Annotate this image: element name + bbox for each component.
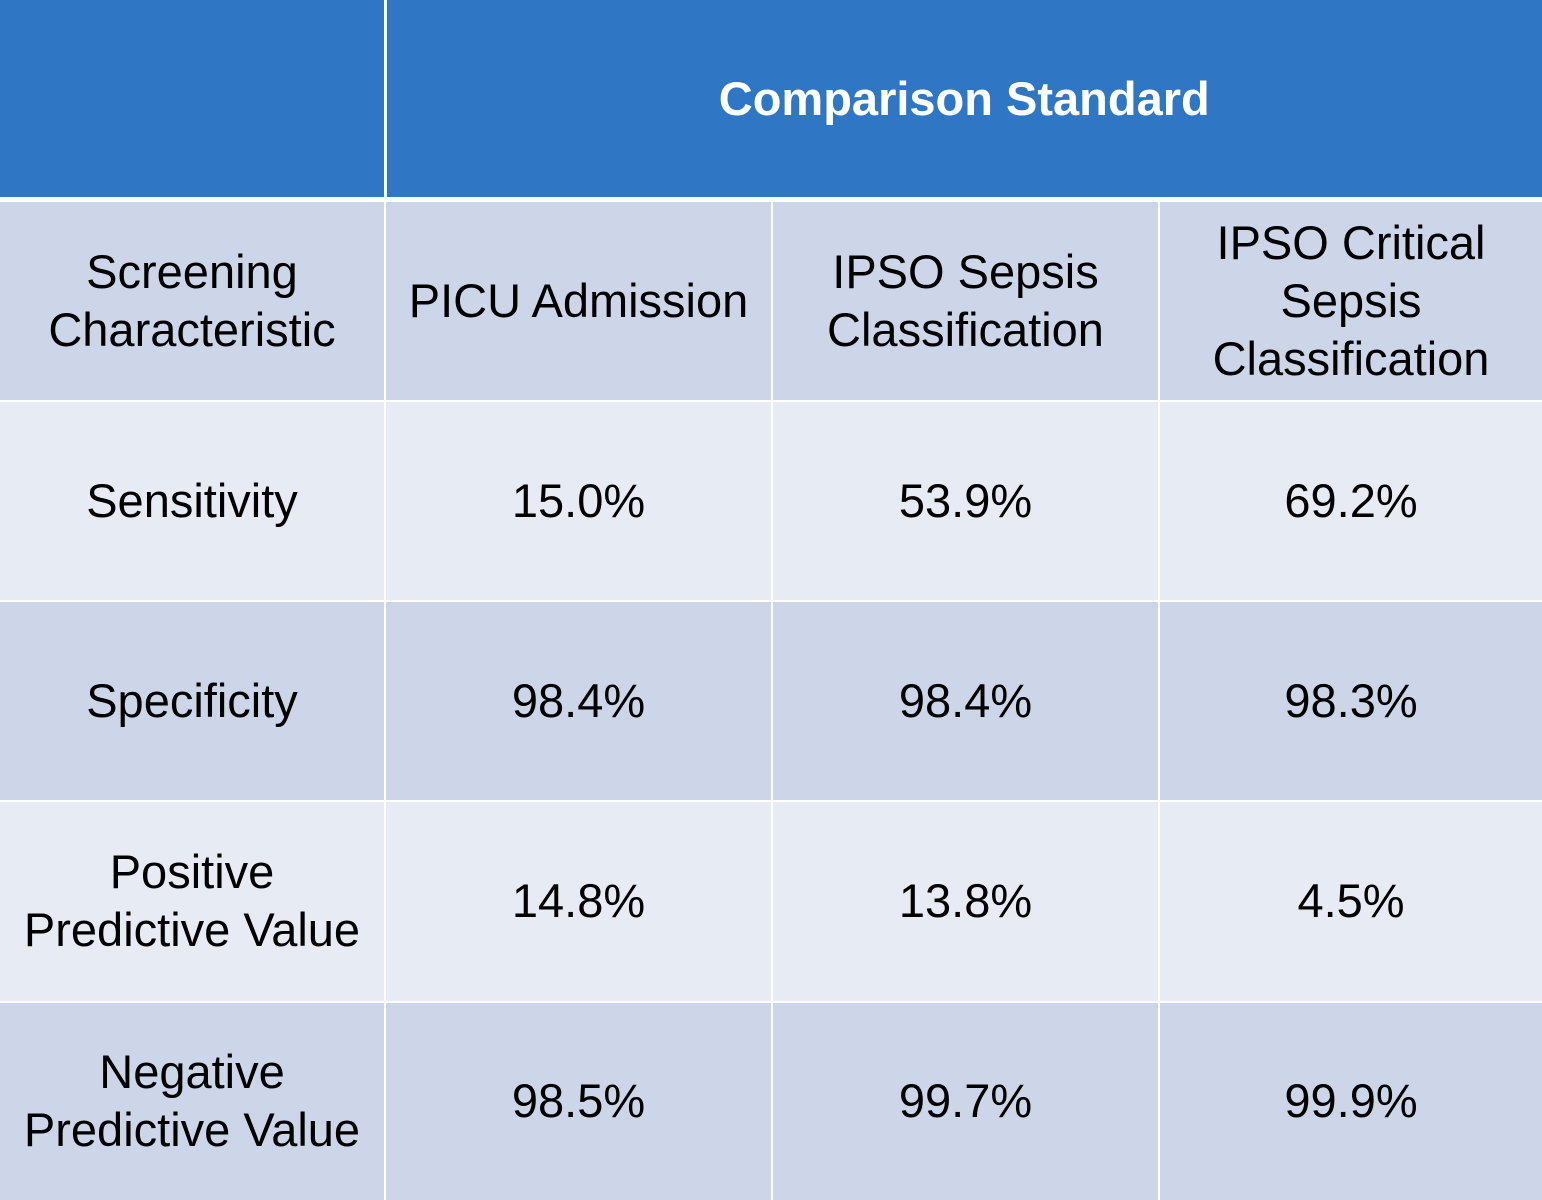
- table-row: Positive Predictive Value 14.8% 13.8% 4.…: [0, 800, 1542, 1003]
- table-cell: 15.0%: [384, 399, 773, 602]
- header-picu-admission: PICU Admission: [384, 197, 773, 402]
- table-cell: 98.4%: [384, 599, 773, 803]
- table-cell: 69.2%: [1157, 399, 1542, 602]
- table-cell: 98.3%: [1157, 599, 1542, 803]
- row-label: Sensitivity: [0, 399, 386, 602]
- table-cell: 53.9%: [771, 399, 1160, 602]
- table-cell: 14.8%: [384, 800, 773, 1003]
- table-cell: 4.5%: [1157, 800, 1542, 1003]
- header-row: Screening Characteristic PICU Admission …: [0, 197, 1542, 402]
- row-label: Negative Predictive Value: [0, 1000, 386, 1200]
- row-label: Specificity: [0, 599, 386, 803]
- table-title: Comparison Standard: [383, 0, 1542, 200]
- header-screening-characteristic: Screening Characteristic: [0, 197, 386, 402]
- corner-cell: [0, 0, 387, 200]
- header-ipso-critical-sepsis: IPSO Critical Sepsis Classification: [1157, 197, 1542, 402]
- table-cell: 99.7%: [771, 1000, 1160, 1200]
- table-cell: 98.4%: [771, 599, 1160, 803]
- table-row: Sensitivity 15.0% 53.9% 69.2%: [0, 399, 1542, 602]
- table-cell: 99.9%: [1157, 1000, 1542, 1200]
- header-ipso-sepsis: IPSO Sepsis Classification: [771, 197, 1160, 402]
- row-label: Positive Predictive Value: [0, 800, 386, 1003]
- table-row: Specificity 98.4% 98.4% 98.3%: [0, 599, 1542, 803]
- table-cell: 98.5%: [384, 1000, 773, 1200]
- table-row: Negative Predictive Value 98.5% 99.7% 99…: [0, 1000, 1542, 1200]
- title-row: Comparison Standard: [0, 0, 1542, 200]
- table-cell: 13.8%: [771, 800, 1160, 1003]
